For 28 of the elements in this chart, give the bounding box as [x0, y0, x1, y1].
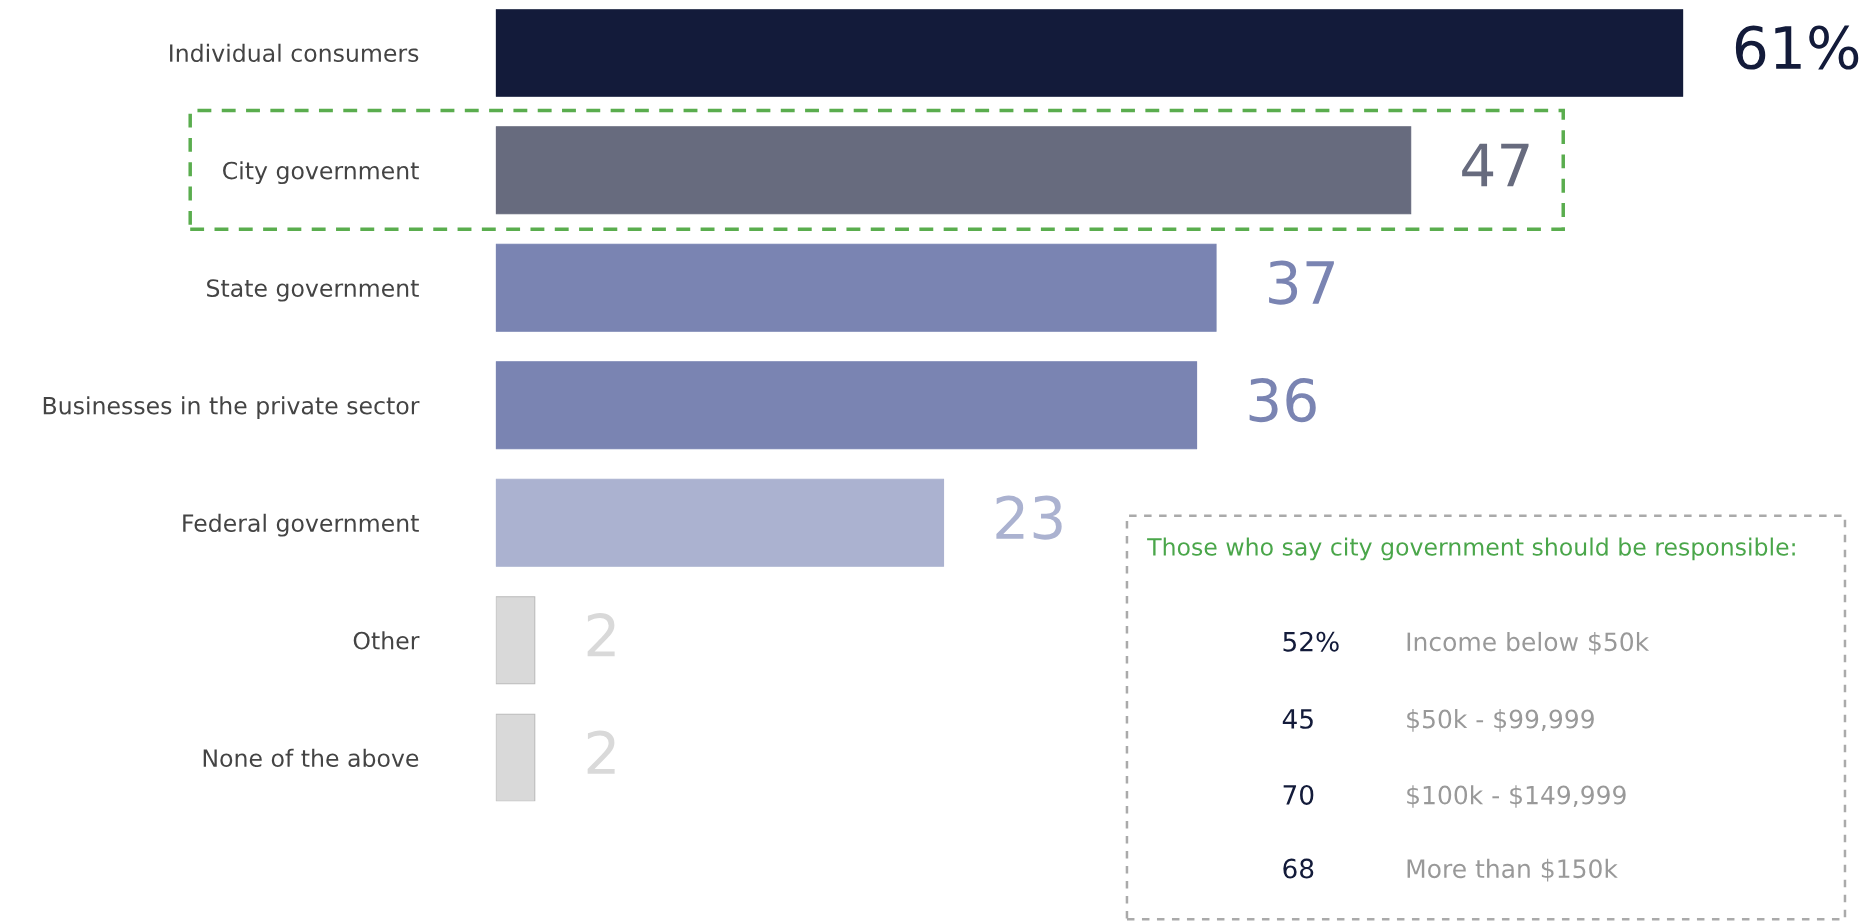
data-label: 37 — [1269, 260, 1334, 305]
bar — [495, 478, 945, 567]
y-tick-label: Individual consumers — [170, 43, 419, 62]
annotation: $100k - $149,999 — [1407, 785, 1626, 808]
bar — [495, 126, 1412, 215]
annotation: 52% — [1283, 631, 1339, 652]
annotation: $50k - $99,999 — [1407, 709, 1594, 732]
annotation: Those who say city government should be responsible: — [1147, 537, 1795, 561]
data-label: 36 — [1249, 378, 1316, 423]
text: 68 — [1283, 858, 1314, 879]
y-tick-label: State government — [207, 279, 419, 302]
annotation: Income below $50k — [1407, 631, 1650, 655]
y-tick-label: Federal government — [183, 513, 419, 537]
bar — [495, 713, 536, 802]
data-label: 61% — [1735, 25, 1859, 70]
y-tick-label: Other — [353, 631, 420, 650]
bar — [495, 361, 1198, 450]
y-tick-label: Businesses in the private sector — [43, 396, 420, 420]
annotation: 70 — [1283, 784, 1314, 805]
text: More than $150k — [1407, 858, 1618, 882]
bar — [495, 596, 536, 685]
y-tick-label: None of the above — [203, 748, 419, 768]
annotation: 45 — [1282, 709, 1313, 729]
y-tick-label: City government — [223, 161, 419, 185]
bar — [495, 9, 1684, 97]
data-label: 47 — [1462, 143, 1529, 187]
bar — [495, 243, 1217, 332]
data-label: 23 — [996, 495, 1062, 540]
